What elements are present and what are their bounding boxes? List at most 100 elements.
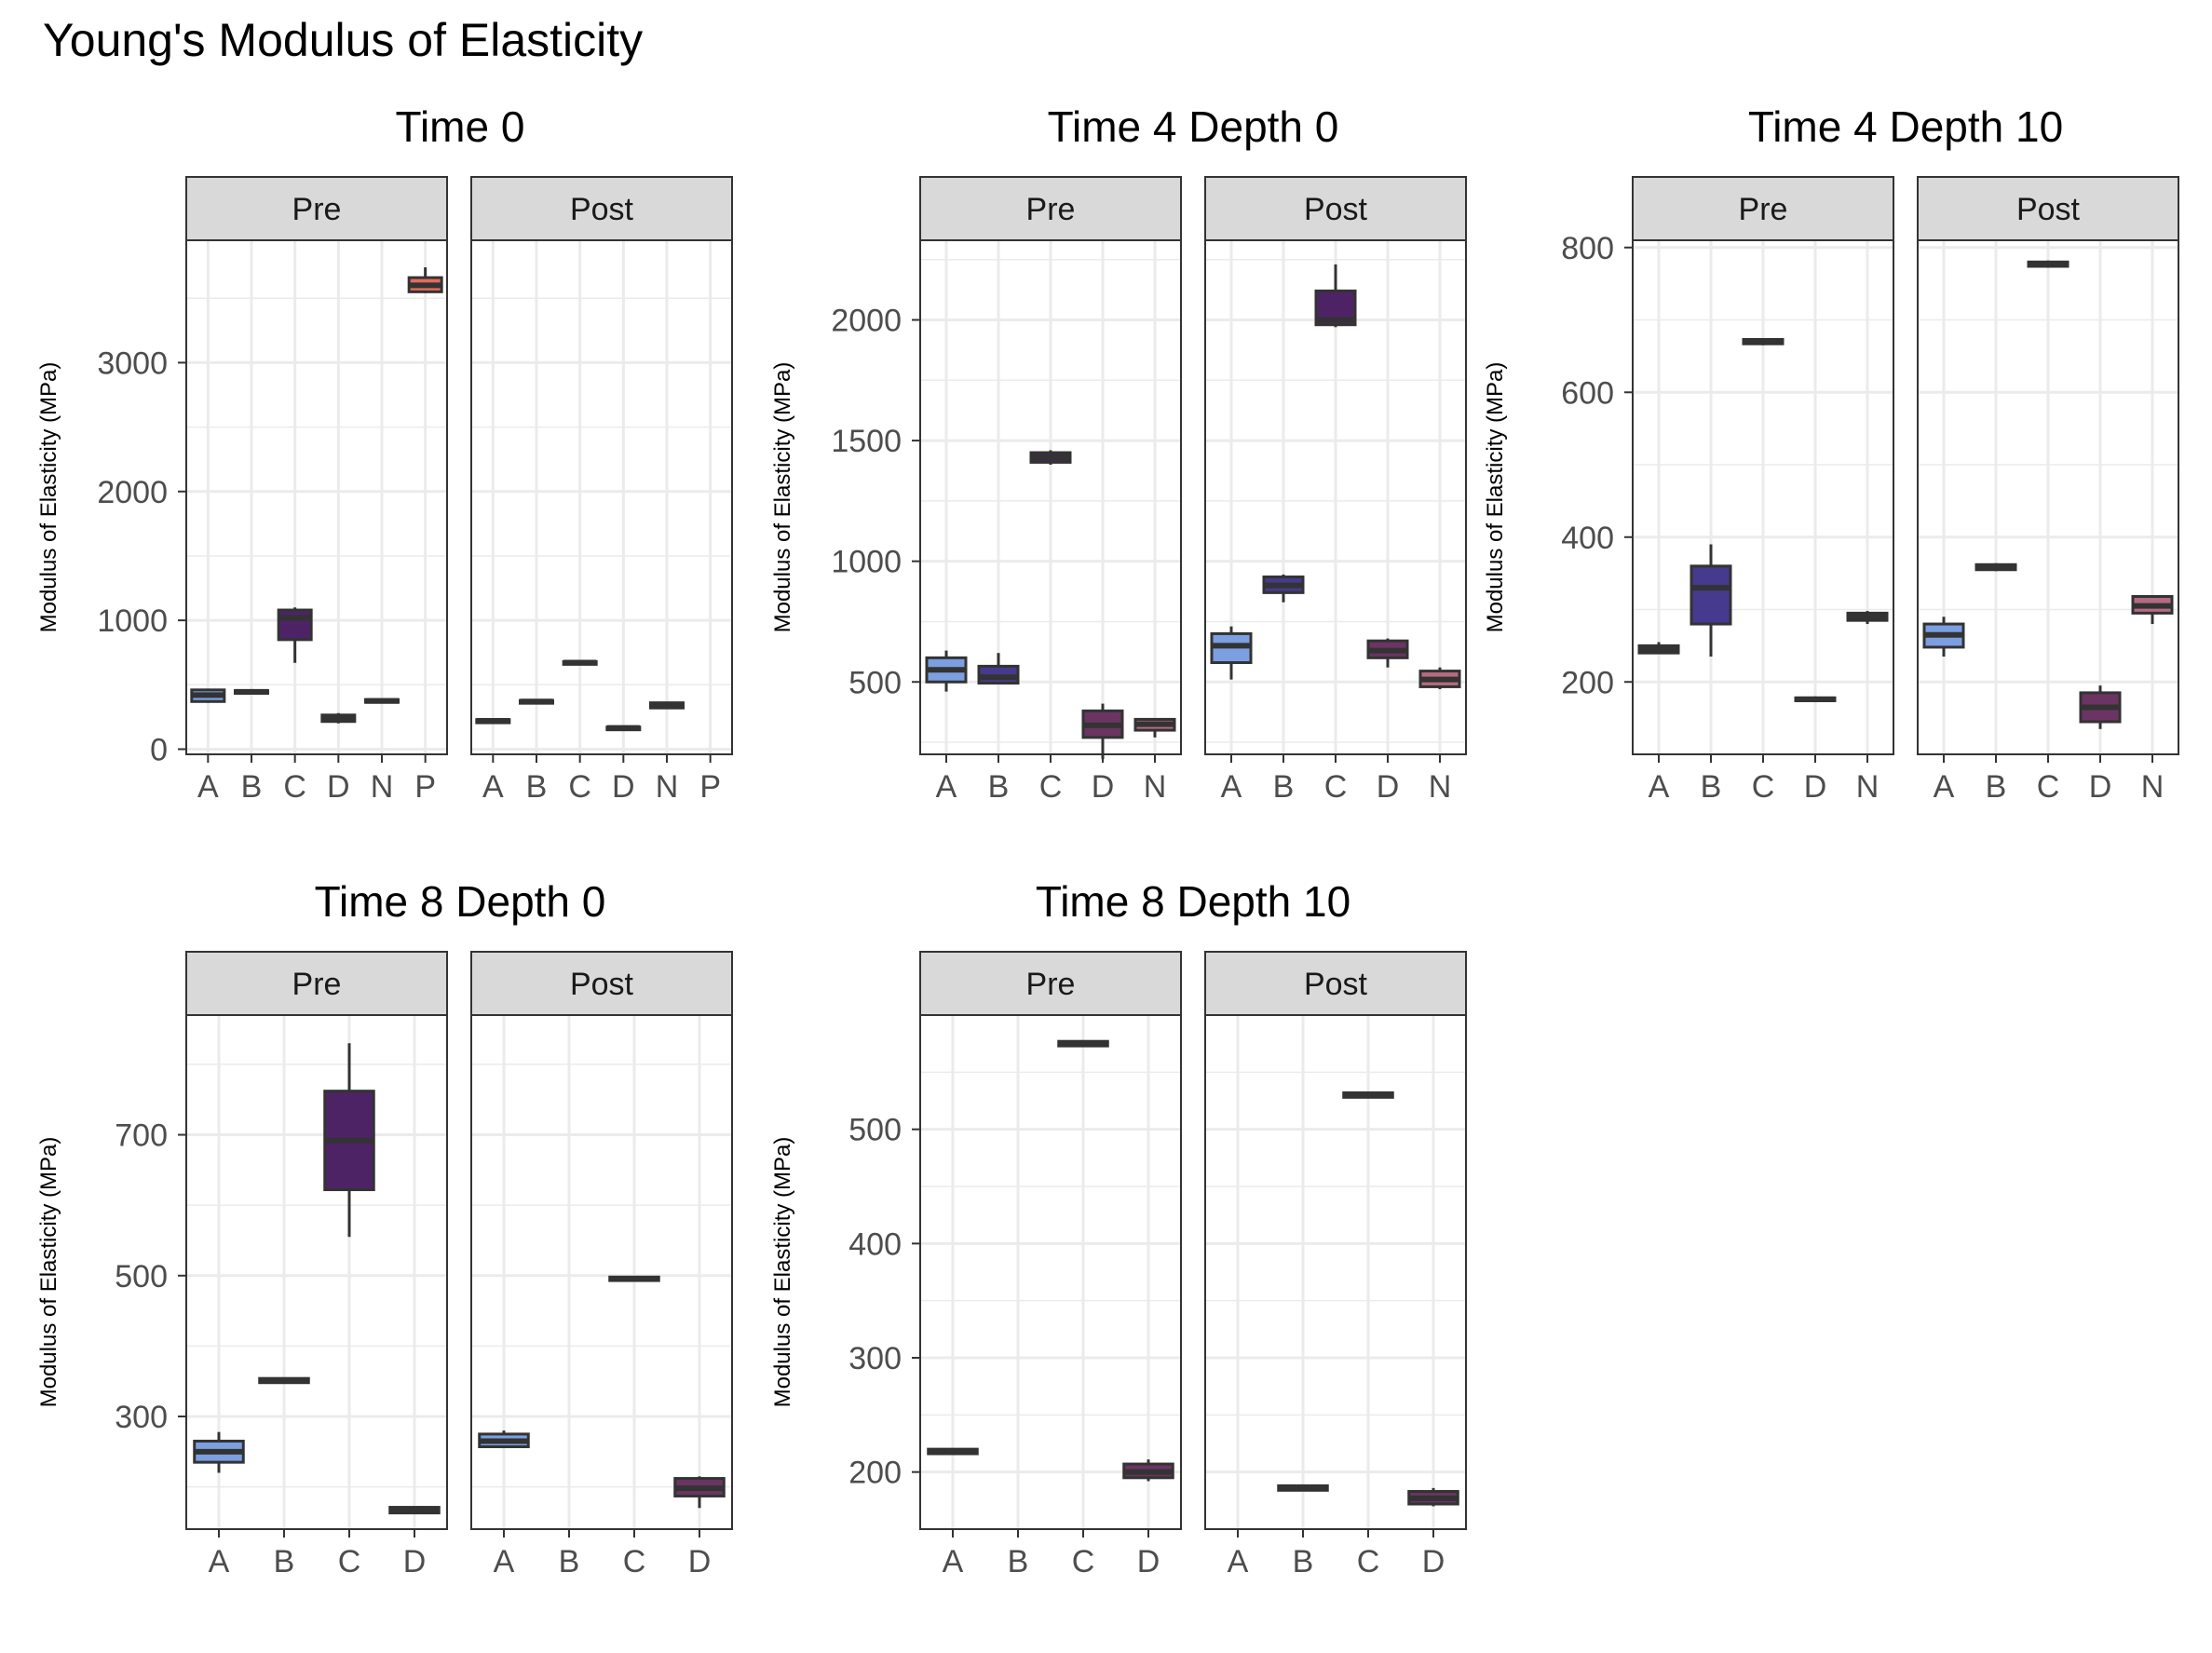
x-tick-label: D <box>1377 769 1400 805</box>
box-body <box>1690 564 1732 626</box>
box-d <box>673 1476 726 1509</box>
facet-post: Post A B C D <box>1204 951 1467 1579</box>
x-tick-label: D <box>688 1544 712 1579</box>
box-c <box>2027 260 2070 268</box>
chart-title: Time 0 <box>396 102 525 151</box>
facet-strip-label: Post <box>570 967 634 1002</box>
x-tick-label: C <box>1752 769 1775 805</box>
chart-title: Time 8 Depth 0 <box>315 877 606 926</box>
x-tick-label: D <box>1804 769 1827 805</box>
box-b <box>1975 562 2017 572</box>
plot-panel <box>1205 1015 1466 1529</box>
facet-strip <box>470 176 733 241</box>
page-title: Young's Modulus of Elasticity <box>43 14 643 66</box>
x-tick-label: C <box>568 769 591 805</box>
facet-pre: Pre A B C D N <box>1632 176 1894 805</box>
panel-border <box>919 1014 1182 1530</box>
box-d <box>320 712 357 724</box>
y-tick-label: 2000 <box>831 304 902 339</box>
box-b <box>1277 1484 1329 1492</box>
box-c <box>277 607 313 663</box>
facet-strip-label: Post <box>2016 192 2081 227</box>
box-a <box>193 1431 245 1473</box>
box-n <box>1418 667 1461 690</box>
x-tick-label: A <box>209 1544 230 1579</box>
x-tick-label: C <box>2037 769 2060 805</box>
y-tick-label: 300 <box>848 1341 902 1376</box>
box-d <box>2079 685 2122 729</box>
facet-strip <box>1204 951 1467 1016</box>
box-body <box>277 608 313 642</box>
box-c <box>1057 1039 1109 1048</box>
x-tick-label: D <box>2089 769 2112 805</box>
facet-strip-label: Post <box>1304 967 1368 1002</box>
x-tick-label: D <box>1137 1544 1160 1579</box>
y-axis-label: Modulus of Elasticity (MPa) <box>770 1137 795 1408</box>
facet-strip <box>185 951 448 1016</box>
x-tick-label: C <box>1072 1544 1095 1579</box>
facet-pre: Pre A B C D <box>185 951 448 1579</box>
x-tick-label: A <box>936 769 957 805</box>
box-d <box>1122 1459 1174 1482</box>
box-c <box>1742 337 1785 346</box>
box-d <box>605 725 642 732</box>
box-a <box>1210 626 1253 680</box>
y-tick-label: 600 <box>1561 375 1614 411</box>
facet-strip <box>1917 176 2179 241</box>
y-tick-label: 800 <box>1561 231 1614 266</box>
facet-strip-label: Post <box>570 192 634 227</box>
facet-pre: Pre A B C D <box>919 951 1182 1579</box>
x-tick-label: D <box>1422 1544 1445 1579</box>
x-tick-label: A <box>482 769 504 805</box>
x-tick-label: A <box>1228 1544 1249 1579</box>
facet-post: Post A B C D N <box>1917 176 2179 805</box>
x-tick-label: B <box>559 1544 580 1579</box>
x-tick-label: A <box>197 769 219 805</box>
x-tick-label: B <box>526 769 548 805</box>
facet-strip-label: Pre <box>1026 192 1076 227</box>
chart-title: Time 4 Depth 10 <box>1748 102 2063 151</box>
panel-border <box>470 239 733 755</box>
x-tick-label: D <box>403 1544 427 1579</box>
x-tick-label: C <box>1039 769 1063 805</box>
y-tick-label: 0 <box>150 732 168 767</box>
plot-panel <box>471 1015 732 1529</box>
box-b <box>1262 574 1305 603</box>
box-d <box>1366 638 1409 668</box>
facet-post: Post A B C D N P <box>470 176 733 805</box>
facet-strip <box>185 176 448 241</box>
facet-strip-label: Pre <box>1026 967 1076 1002</box>
box-b <box>519 698 554 705</box>
box-n <box>364 698 400 704</box>
y-tick-label: 500 <box>848 1113 902 1148</box>
box-a <box>925 650 968 692</box>
facet-post: Post A B C D N <box>1204 176 1467 805</box>
x-tick-label: D <box>1092 769 1115 805</box>
chart-3: Time 4 Depth 10 Modulus of Elasticity (MP… <box>1483 102 2179 805</box>
x-tick-label: P <box>414 769 436 805</box>
y-tick-label: 1000 <box>831 545 902 580</box>
y-axis-label: Modulus of Elasticity (MPa) <box>770 362 795 633</box>
x-tick-label: N <box>1856 769 1880 805</box>
box-a <box>927 1447 979 1456</box>
chart-2: Time 4 Depth 0 Modulus of Elasticity (MPa… <box>770 102 1467 805</box>
box-d <box>388 1506 441 1515</box>
x-tick-label: N <box>1144 769 1167 805</box>
x-tick-label: P <box>699 769 721 805</box>
x-tick-label: B <box>1273 769 1295 805</box>
facet-strip-label: Pre <box>1739 192 1788 227</box>
box-d <box>1794 696 1837 703</box>
box-b <box>258 1376 310 1385</box>
box-a <box>1922 616 1965 657</box>
y-tick-label: 500 <box>115 1259 168 1294</box>
facet-strip-label: Pre <box>292 192 342 227</box>
panel-border <box>185 239 448 755</box>
x-tick-label: B <box>241 769 263 805</box>
box-a <box>190 688 226 703</box>
x-tick-label: A <box>1649 769 1670 805</box>
x-tick-label: C <box>283 769 306 805</box>
y-tick-label: 500 <box>848 665 902 700</box>
box-c <box>1342 1091 1394 1099</box>
y-tick-label: 200 <box>848 1456 902 1491</box>
y-tick-label: 400 <box>1561 521 1614 556</box>
